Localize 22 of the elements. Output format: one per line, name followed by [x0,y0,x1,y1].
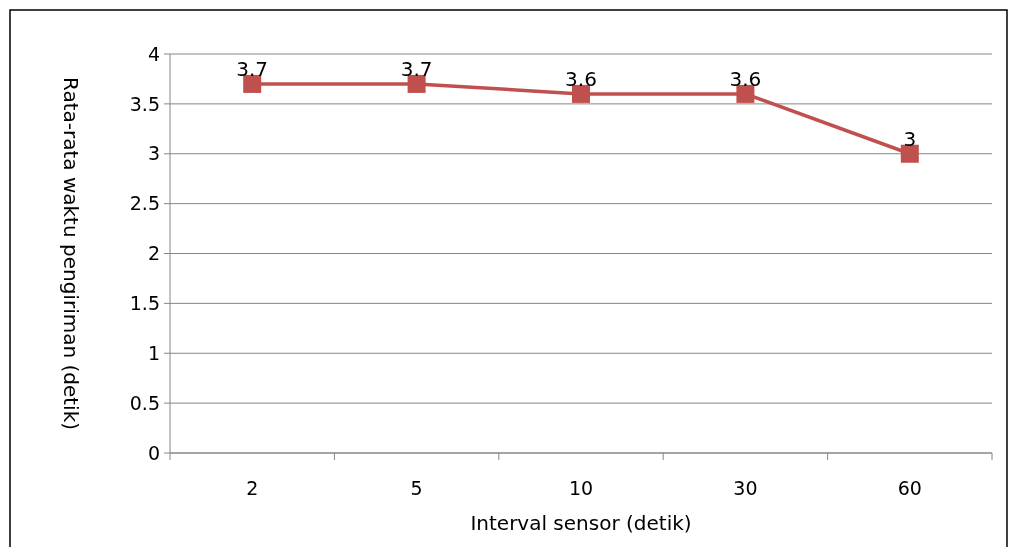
x-tick-label: 30 [733,477,758,499]
data-label: 3.7 [236,56,269,81]
data-label: 3.6 [565,66,597,91]
y-tick-label: 0 [147,441,160,464]
y-tick-label: 1.5 [129,292,160,315]
x-tick-label: 10 [568,477,594,499]
point [900,144,919,163]
y-tick-label: 2 [147,242,160,265]
x-axis-title: Interval sensor (detik) [470,511,692,535]
x-tick-label: 2 [246,477,259,499]
y-tick-label: 2.5 [129,192,160,215]
data-label: 3.6 [729,66,762,91]
data-label: 3.7 [400,56,433,81]
y-tick-label: 1 [147,341,160,364]
y-tick-label: 0.5 [129,391,160,414]
x-tick-label: 5 [410,477,423,499]
y-tick-label: 3.5 [129,92,160,115]
y-tick-label: 4 [147,42,160,65]
y-tick-label: 3 [147,142,160,165]
data-label: 3 [903,126,917,151]
y-axis-title: Rata-rata waktu pengiriman (detik) [59,76,83,431]
x-tick-label: 60 [897,477,922,499]
